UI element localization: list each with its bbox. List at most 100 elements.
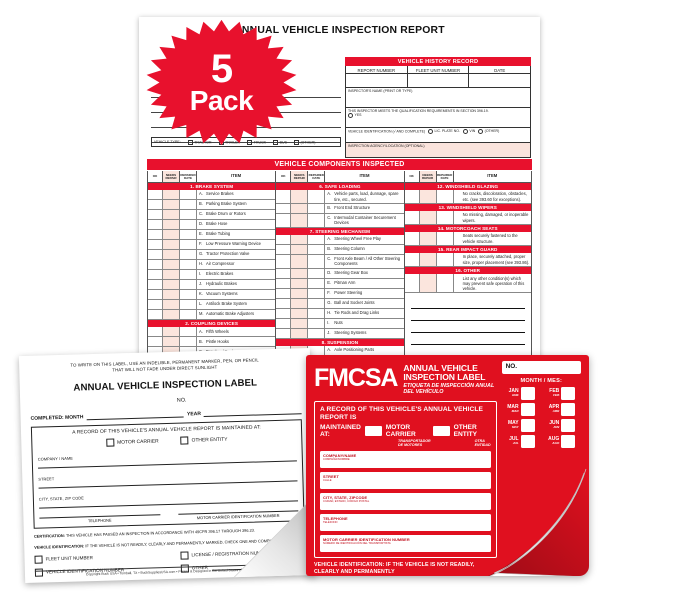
cell-needs-repair[interactable] — [291, 255, 309, 268]
cell-ok[interactable] — [276, 288, 292, 298]
cell-needs-repair[interactable] — [291, 288, 309, 298]
write-in-line[interactable] — [410, 333, 525, 346]
cell-ok[interactable] — [148, 270, 163, 280]
vid-option-lic-plate[interactable]: LIC. PLATE NO. — [428, 129, 460, 134]
month-checkbox[interactable] — [561, 387, 576, 400]
cell-repaired-date[interactable] — [308, 268, 326, 278]
cell-needs-repair[interactable] — [163, 250, 180, 260]
cell-repaired-date[interactable] — [437, 211, 454, 225]
cell-needs-repair[interactable] — [163, 290, 180, 300]
cell-ok[interactable] — [405, 190, 420, 204]
cell-ok[interactable] — [276, 214, 292, 227]
checkbox-motor-carrier[interactable] — [364, 425, 382, 436]
cell-needs-repair[interactable] — [419, 232, 437, 246]
cell-repaired-date[interactable] — [180, 290, 197, 300]
write-in-line[interactable] — [410, 297, 525, 310]
cell-ok[interactable] — [148, 200, 163, 210]
cell-ok[interactable] — [148, 240, 163, 250]
cell-repaired-date[interactable] — [308, 190, 326, 204]
cell-repaired-date[interactable] — [180, 210, 197, 220]
inspector-qualification-field[interactable]: THIS INSPECTOR MEETS THE QUALIFICATION R… — [345, 107, 531, 128]
vehicle-type-option-bus[interactable]: BUS — [273, 139, 287, 145]
cell-needs-repair[interactable] — [291, 235, 309, 245]
month-jun[interactable]: JUN JUN — [542, 419, 581, 432]
cell-ok[interactable] — [148, 290, 163, 300]
cell-repaired-date[interactable] — [308, 214, 326, 227]
cell-repaired-date[interactable] — [308, 318, 326, 328]
checkbox-other-entity[interactable] — [432, 425, 450, 436]
vehicle-type-option-tractor[interactable]: TRACTOR — [187, 139, 212, 145]
red-field-street[interactable]: STREET CALLE — [320, 471, 491, 489]
cell-repaired-date[interactable] — [308, 298, 326, 308]
cell-repaired-date[interactable] — [180, 240, 197, 250]
vehicle-type-option-other[interactable]: (OTHER) — [293, 139, 315, 145]
cell-repaired-date[interactable] — [308, 255, 326, 268]
vehicle-history-entry-row[interactable] — [345, 73, 531, 88]
completed-month-input[interactable] — [86, 409, 185, 421]
cell-needs-repair[interactable] — [291, 308, 309, 318]
field-telephone[interactable]: TELEPHONE — [39, 514, 161, 525]
cell-needs-repair[interactable] — [163, 337, 180, 347]
cell-repaired-date[interactable] — [180, 250, 197, 260]
field-city-state-zip[interactable]: CITY, STATE, ZIP CODE — [38, 489, 299, 509]
cell-ok[interactable] — [276, 245, 292, 255]
cell-needs-repair[interactable] — [163, 270, 180, 280]
month-aug[interactable]: AUG AGO — [542, 435, 581, 448]
cell-repaired-date[interactable] — [180, 337, 197, 347]
cell-ok[interactable] — [148, 337, 163, 347]
month-checkbox[interactable] — [561, 419, 576, 432]
cell-ok[interactable] — [148, 260, 163, 270]
cell-needs-repair[interactable] — [163, 280, 180, 290]
cell-needs-repair[interactable] — [291, 214, 309, 227]
cell-ok[interactable] — [148, 280, 163, 290]
cell-repaired-date[interactable] — [180, 220, 197, 230]
month-jan[interactable]: JAN ENE — [502, 387, 541, 400]
cell-ok[interactable] — [148, 250, 163, 260]
month-checkbox[interactable] — [561, 435, 576, 448]
option-license-registration[interactable]: LICENSE / REGISTRATION NUMBER — [180, 548, 305, 560]
field-street[interactable]: STREET — [38, 469, 298, 489]
cell-needs-repair[interactable] — [163, 300, 180, 310]
vid-option-vin[interactable]: VIN — [462, 129, 475, 134]
cell-repaired-date[interactable] — [308, 288, 326, 298]
month-checkbox[interactable] — [520, 435, 535, 448]
cell-repaired-date[interactable] — [180, 310, 197, 320]
cell-repaired-date[interactable] — [180, 230, 197, 240]
cell-repaired-date[interactable] — [308, 328, 326, 338]
qualification-yes-radio[interactable]: YES — [348, 113, 362, 118]
cell-needs-repair[interactable] — [291, 328, 309, 338]
cell-repaired-date[interactable] — [437, 232, 454, 246]
inspector-name-field[interactable]: INSPECTOR'S NAME (PRINT OR TYPE) — [345, 87, 531, 108]
white-label-no-field[interactable]: NO. — [176, 397, 187, 404]
cell-needs-repair[interactable] — [163, 230, 180, 240]
cell-repaired-date[interactable] — [308, 204, 326, 214]
write-in-line[interactable] — [410, 321, 525, 334]
cell-ok[interactable] — [148, 310, 163, 320]
month-checkbox[interactable] — [561, 403, 576, 416]
cell-needs-repair[interactable] — [163, 200, 180, 210]
cell-ok[interactable] — [405, 253, 420, 267]
red-field-city-state-zipcode[interactable]: CITY, STATE, ZIPCODE CIUDAD, ESTADO, CÓDI… — [320, 492, 491, 510]
cell-needs-repair[interactable] — [291, 268, 309, 278]
cell-repaired-date[interactable] — [437, 190, 454, 204]
cell-needs-repair[interactable] — [291, 278, 309, 288]
cell-repaired-date[interactable] — [437, 274, 454, 293]
cell-ok[interactable] — [276, 255, 292, 268]
cell-needs-repair[interactable] — [291, 190, 309, 204]
red-field-company-name[interactable]: COMPANY/NAME COMPAÑÍA/NOMBRE — [320, 450, 491, 468]
cell-ok[interactable] — [276, 190, 292, 204]
cell-ok[interactable] — [276, 235, 292, 245]
cell-ok[interactable] — [148, 210, 163, 220]
cell-needs-repair[interactable] — [163, 240, 180, 250]
cell-repaired-date[interactable] — [180, 300, 197, 310]
red-no-field[interactable]: NO. — [501, 361, 581, 374]
check-other-entity[interactable]: OTHER ENTITY — [180, 436, 228, 445]
cell-ok[interactable] — [405, 232, 420, 246]
cell-needs-repair[interactable] — [291, 298, 309, 308]
cell-ok[interactable] — [405, 274, 420, 293]
cell-repaired-date[interactable] — [308, 235, 326, 245]
cell-ok[interactable] — [405, 211, 420, 225]
cell-repaired-date[interactable] — [180, 280, 197, 290]
cell-needs-repair[interactable] — [291, 318, 309, 328]
month-apr[interactable]: APR ABR — [542, 403, 581, 416]
